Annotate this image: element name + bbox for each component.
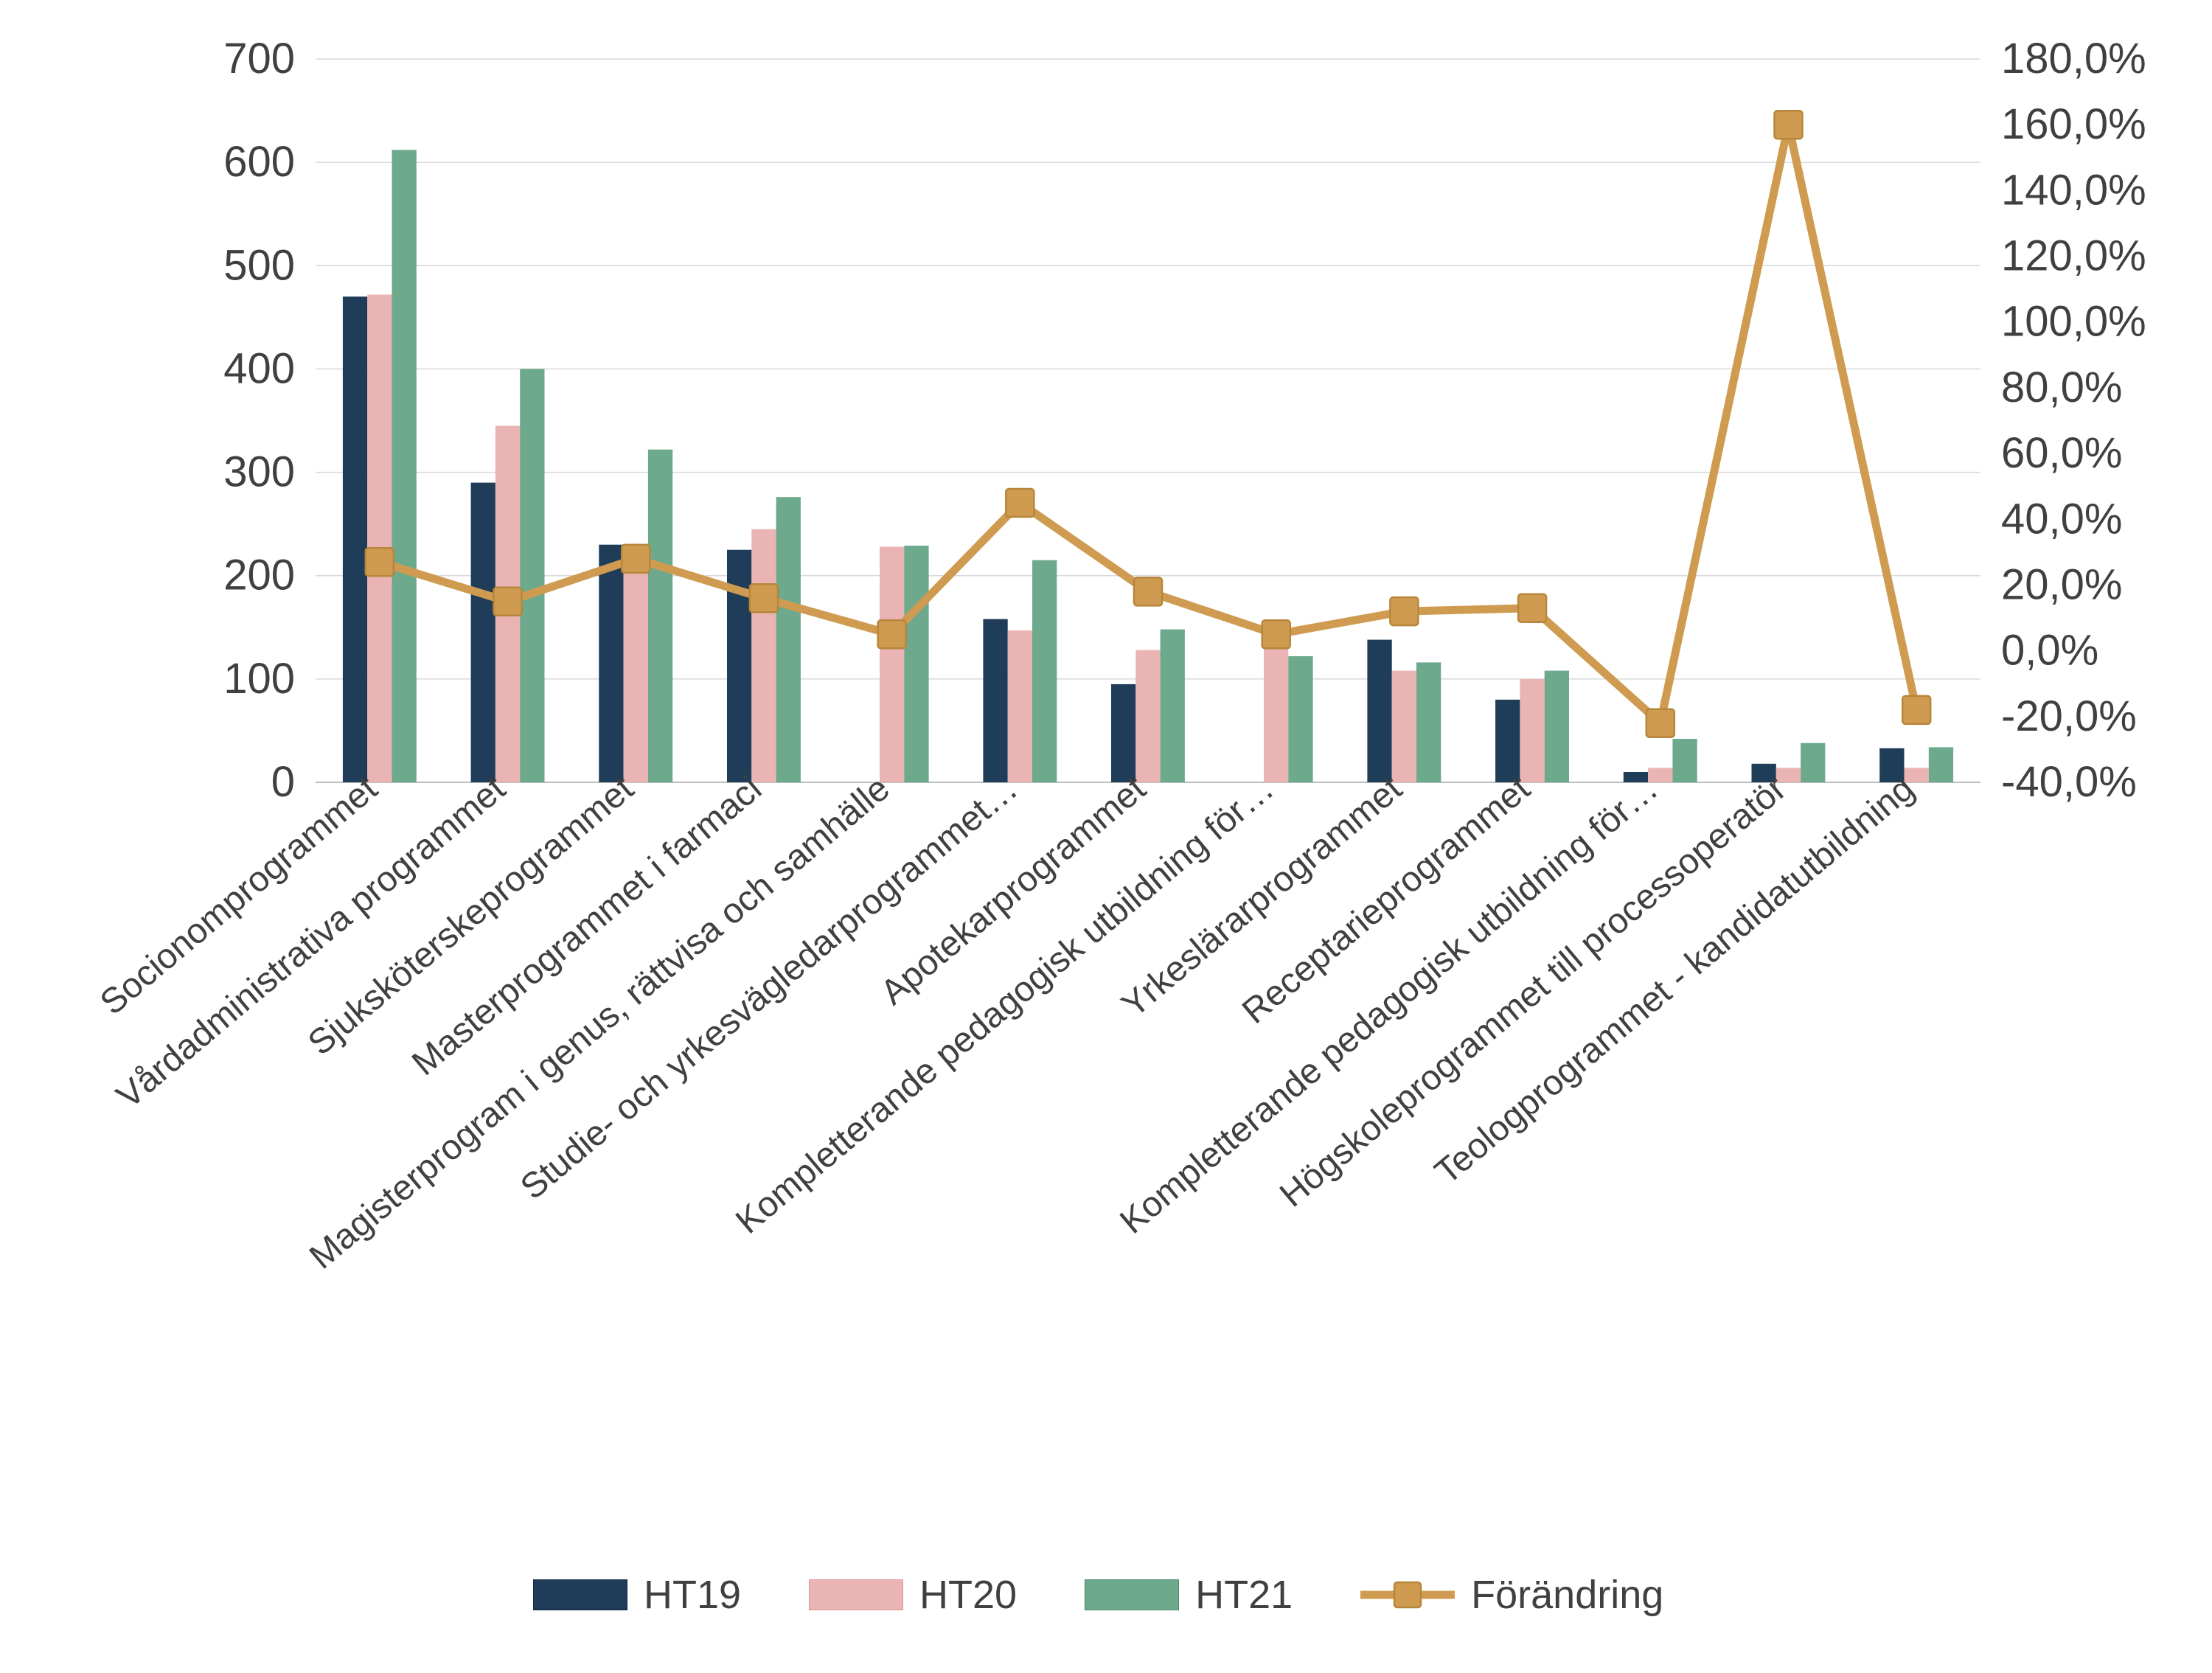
svg-text:Magisterprogram i genus, rättv: Magisterprogram i genus, rättvisa och sa… [302,769,897,1277]
svg-text:0,0%: 0,0% [2001,627,2098,675]
svg-text:0: 0 [271,758,295,806]
svg-text:300: 300 [223,448,295,496]
svg-text:140,0%: 140,0% [2001,166,2146,214]
svg-text:700: 700 [223,35,295,83]
svg-text:-20,0%: -20,0% [2001,692,2137,740]
svg-text:600: 600 [223,138,295,186]
svg-text:400: 400 [223,344,295,392]
svg-text:100,0%: 100,0% [2001,298,2146,346]
svg-text:200: 200 [223,552,295,599]
svg-text:120,0%: 120,0% [2001,232,2146,280]
svg-text:20,0%: 20,0% [2001,561,2122,609]
svg-text:180,0%: 180,0% [2001,35,2146,83]
svg-text:40,0%: 40,0% [2001,495,2122,543]
svg-text:60,0%: 60,0% [2001,429,2122,477]
svg-text:160,0%: 160,0% [2001,100,2146,148]
svg-text:Teologprogrammet - kandidatutb: Teologprogrammet - kandidatutbildning [1428,769,1922,1192]
svg-text:80,0%: 80,0% [2001,364,2122,411]
svg-text:-40,0%: -40,0% [2001,758,2137,806]
svg-text:100: 100 [223,655,295,703]
svg-text:500: 500 [223,241,295,289]
